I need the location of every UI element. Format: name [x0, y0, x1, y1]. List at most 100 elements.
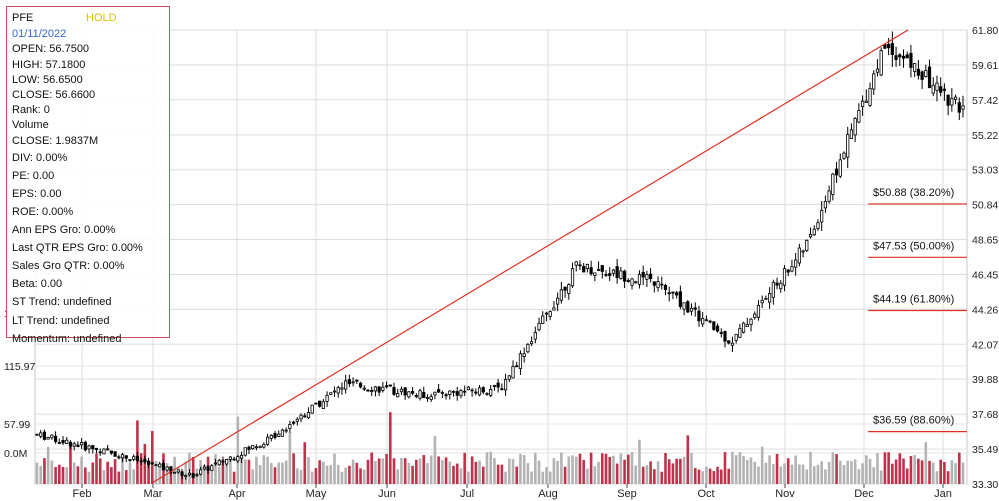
volume-bar	[574, 456, 578, 484]
rating-badge: HOLD	[86, 12, 117, 24]
candle-body	[522, 353, 526, 358]
candle-body	[611, 269, 616, 274]
candle-body	[589, 267, 593, 275]
candle-body	[94, 448, 99, 450]
volume-bar	[203, 464, 206, 484]
ticker-symbol: PFE	[12, 12, 34, 24]
candle-body	[396, 393, 400, 398]
candle-body	[336, 387, 340, 394]
candle-body	[790, 266, 794, 272]
volume-bar	[377, 458, 381, 484]
candle-body	[232, 458, 236, 461]
volume-bar	[902, 458, 905, 484]
volume-bar	[91, 462, 95, 484]
volume-bar	[920, 460, 924, 484]
price-tick-label: 50.84	[972, 200, 998, 212]
volume-bar	[500, 464, 504, 484]
candle-body	[879, 50, 883, 76]
volume-bar	[530, 471, 533, 484]
candle-body	[927, 66, 932, 89]
volume-bar	[221, 459, 225, 484]
candle-body	[191, 473, 195, 479]
volume-bar	[441, 460, 444, 484]
candle-body	[481, 387, 485, 393]
candle-body	[582, 266, 586, 273]
x-tick-label: Sep	[617, 488, 637, 500]
candle-body	[158, 463, 162, 468]
volume-bar	[563, 466, 567, 484]
candle-body	[135, 455, 140, 461]
candle-body	[221, 460, 225, 463]
volume-bar	[69, 443, 72, 484]
beta-value: Beta: 0.00	[12, 278, 63, 291]
candle-body	[953, 96, 958, 100]
volume-bar	[489, 451, 493, 484]
candle-body	[816, 222, 820, 229]
volume-bar	[742, 455, 745, 484]
volume-bar	[567, 456, 571, 484]
candle-body	[98, 451, 102, 454]
volume-bar	[820, 461, 823, 484]
candle-body	[734, 333, 738, 341]
candle-body	[641, 271, 645, 278]
volume-bar	[783, 463, 786, 484]
candle-body	[500, 388, 504, 391]
candle-body	[533, 332, 537, 340]
candle-body	[678, 291, 682, 308]
trendline	[152, 29, 909, 483]
volume-bar	[214, 454, 217, 484]
candle-body	[42, 431, 47, 440]
volume-bar	[288, 432, 292, 484]
candle-body	[39, 432, 43, 437]
volume-bar	[548, 471, 552, 484]
volume-bar	[72, 462, 76, 484]
volume-bar	[310, 471, 314, 484]
candle-body	[567, 284, 571, 294]
candle-body	[165, 466, 169, 471]
candle-body	[117, 456, 121, 459]
candle-body	[83, 441, 87, 451]
candle-body	[552, 307, 556, 311]
volume-bar	[727, 468, 731, 484]
candle-body	[411, 391, 415, 394]
volume-bar	[641, 466, 645, 484]
volume-bar	[801, 464, 805, 484]
price-tick-label: 46.45	[972, 270, 998, 282]
candle-body	[65, 439, 69, 444]
volume-bar	[418, 458, 422, 484]
volume-bar	[868, 458, 872, 484]
candle-body	[753, 313, 757, 318]
candle-body	[310, 404, 314, 414]
candle-body	[671, 291, 675, 294]
candle-body	[206, 466, 210, 471]
candle-body	[314, 402, 318, 405]
volume-bar	[515, 466, 519, 484]
candle-body	[574, 261, 578, 266]
candle-body	[872, 73, 876, 90]
volume-bar	[731, 451, 734, 484]
volume-bar	[764, 462, 768, 484]
candle-body	[667, 292, 671, 295]
volume-bar	[158, 463, 162, 484]
candle-body	[292, 421, 296, 424]
volume-bar	[794, 455, 797, 484]
volume-bar	[217, 466, 221, 484]
volume-bar	[664, 452, 667, 484]
candle-body	[730, 342, 735, 346]
momentum-value: Momentum: undefined	[12, 332, 122, 345]
volume-bar	[236, 416, 240, 484]
candle-body	[217, 459, 221, 466]
volume-bar	[876, 452, 879, 484]
candle-body	[834, 168, 839, 176]
volume-bar	[121, 457, 124, 484]
volume-bar	[586, 468, 589, 484]
volume-bar	[333, 453, 336, 484]
x-tick-label: Mar	[144, 488, 163, 500]
candle-body	[470, 389, 474, 392]
volume-bar	[838, 460, 842, 484]
volume-bar	[526, 463, 530, 484]
candle-body	[920, 71, 924, 80]
volume-bar	[128, 462, 132, 484]
volume-bar	[258, 465, 262, 484]
